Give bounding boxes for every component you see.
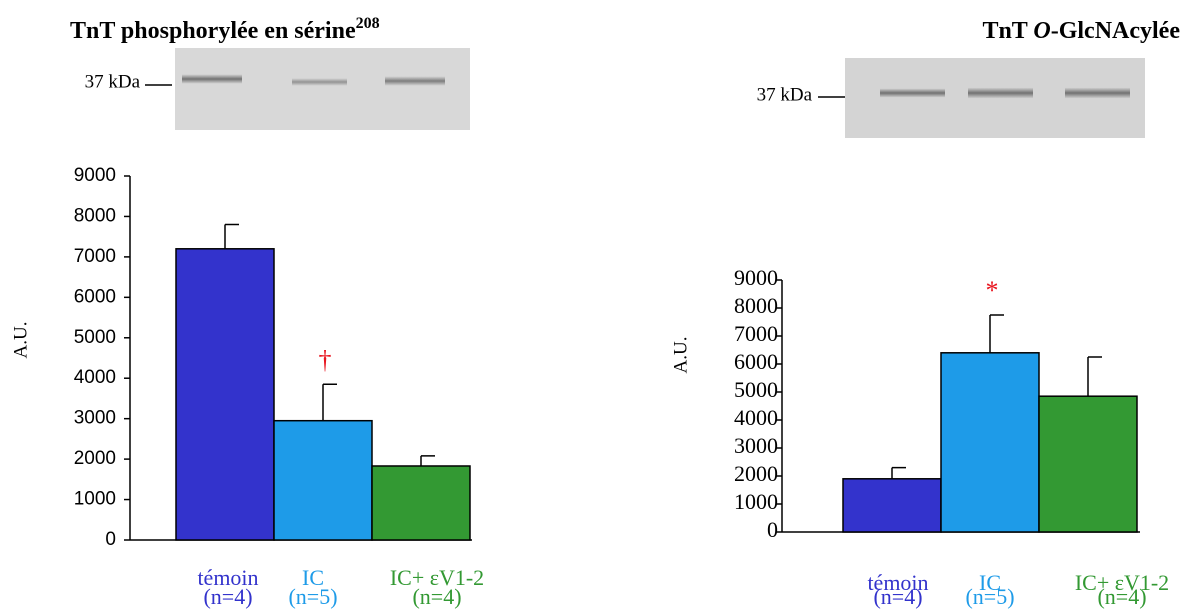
y-axis-label: A.U. bbox=[10, 322, 31, 359]
bar bbox=[842, 478, 942, 533]
y-tick-label: 9000 bbox=[74, 165, 116, 186]
blot-label: 37 kDa bbox=[757, 84, 813, 105]
category-label: IC bbox=[302, 565, 324, 590]
blot-right bbox=[818, 58, 1145, 138]
sample-size: (n=5) bbox=[965, 584, 1014, 609]
error-bar bbox=[891, 466, 906, 479]
bar bbox=[371, 465, 471, 541]
y-tick-label: 2000 bbox=[74, 448, 116, 469]
y-tick-label: 7000 bbox=[734, 321, 778, 346]
chart-title: TnT O-GlcNAcylée bbox=[982, 18, 1180, 44]
title-part: O bbox=[1033, 18, 1050, 44]
title-part: TnT phosphorylée en sérine bbox=[70, 18, 356, 44]
y-tick-label: 2000 bbox=[734, 461, 778, 486]
y-axis-label: A.U. bbox=[670, 337, 691, 374]
category-label: IC bbox=[979, 570, 1001, 595]
y-tick-label: 5000 bbox=[74, 327, 116, 348]
y-tick-label: 3000 bbox=[74, 408, 116, 429]
title-part: 208 bbox=[356, 15, 380, 32]
y-tick-label: 0 bbox=[105, 529, 116, 550]
sample-size: (n=4) bbox=[203, 584, 252, 609]
title-part: TnT bbox=[982, 18, 1033, 44]
bar bbox=[273, 419, 373, 541]
title-part: -GlcNAcylée bbox=[1051, 18, 1181, 44]
y-tick-label: 5000 bbox=[734, 377, 778, 402]
y-tick-label: 3000 bbox=[734, 433, 778, 458]
sample-size: (n=4) bbox=[412, 584, 461, 609]
significance-mark: † bbox=[319, 345, 332, 374]
y-tick-label: 8000 bbox=[74, 205, 116, 226]
chart-title: TnT phosphorylée en sérine208 bbox=[70, 15, 380, 44]
y-tick-label: 7000 bbox=[74, 246, 116, 267]
bar bbox=[940, 352, 1040, 533]
y-tick-label: 0 bbox=[767, 517, 778, 542]
error-bar bbox=[1087, 356, 1102, 397]
category-label: témoin bbox=[197, 565, 258, 590]
y-tick-label: 8000 bbox=[734, 293, 778, 318]
blot-left bbox=[145, 48, 470, 130]
error-bar bbox=[420, 455, 435, 466]
category-label: IC+ εV1-2 bbox=[390, 565, 484, 590]
bar bbox=[175, 248, 275, 541]
error-bar bbox=[989, 314, 1004, 353]
bar bbox=[1038, 395, 1138, 533]
y-tick-label: 4000 bbox=[734, 405, 778, 430]
y-tick-label: 6000 bbox=[74, 286, 116, 307]
y-tick-label: 4000 bbox=[74, 367, 116, 388]
y-tick-label: 6000 bbox=[734, 349, 778, 374]
category-label: témoin bbox=[867, 570, 928, 595]
y-tick-label: 9000 bbox=[734, 265, 778, 290]
y-tick-label: 1000 bbox=[734, 489, 778, 514]
error-bar bbox=[322, 383, 337, 421]
sample-size: (n=5) bbox=[288, 584, 337, 609]
y-tick-label: 1000 bbox=[74, 489, 116, 510]
blot-label: 37 kDa bbox=[85, 71, 141, 92]
sample-size: (n=4) bbox=[873, 584, 922, 609]
significance-mark: * bbox=[986, 276, 999, 305]
sample-size: (n=4) bbox=[1097, 584, 1146, 609]
error-bar bbox=[224, 223, 239, 249]
category-label: IC+ εV1-2 bbox=[1075, 570, 1169, 595]
